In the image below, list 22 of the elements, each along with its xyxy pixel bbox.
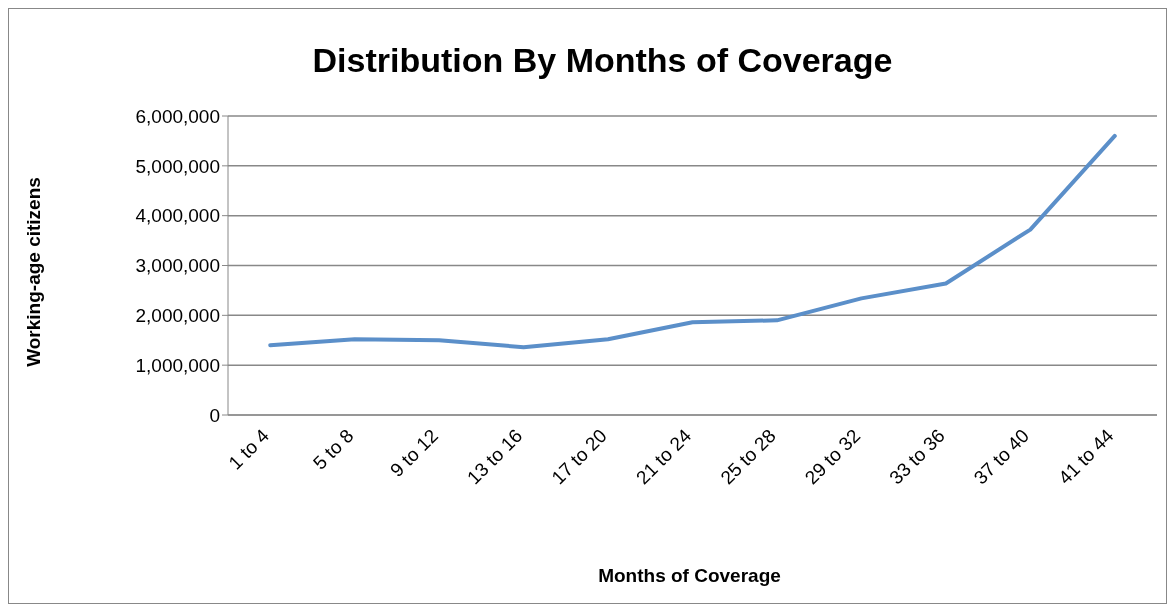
x-tick-label: 21 to 24 (631, 424, 696, 489)
x-tick-label: 33 to 36 (885, 424, 949, 489)
y-tick-label: 5,000,000 (135, 155, 220, 177)
x-tick-label: 29 to 32 (800, 424, 865, 489)
x-tick-label: 1 to 4 (224, 424, 274, 474)
line-series (268, 133, 1117, 350)
y-tick-label: 2,000,000 (135, 305, 220, 327)
y-tick-label: 4,000,000 (135, 205, 220, 227)
x-tick-label: 9 to 12 (386, 424, 442, 481)
y-axis-title: Working-age citizens (23, 177, 45, 367)
chart-title: Distribution By Months of Coverage (311, 41, 894, 80)
x-tick-label: 37 to 40 (969, 424, 1034, 489)
x-tick-label: 13 to 16 (463, 424, 527, 489)
x-axis-title: Months of Coverage (597, 565, 782, 587)
y-tick-label: 3,000,000 (135, 255, 220, 277)
x-tick-label: 25 to 28 (716, 424, 780, 489)
y-tick-label: 6,000,000 (135, 105, 220, 127)
x-tick-label: 5 to 8 (309, 424, 358, 474)
x-tick-label: 41 to 44 (1054, 424, 1118, 489)
x-tick-label: 17 to 20 (547, 424, 611, 489)
y-tick-label: 0 (209, 404, 220, 426)
y-tick-label: 1,000,000 (135, 354, 220, 376)
